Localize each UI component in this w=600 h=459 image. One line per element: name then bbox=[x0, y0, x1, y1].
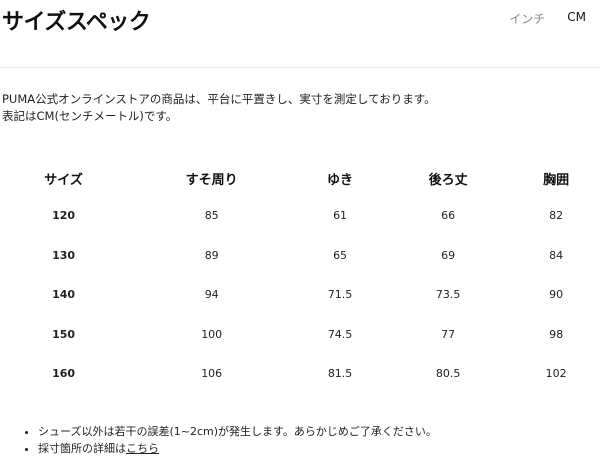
measurement-cell: 82 bbox=[549, 209, 564, 223]
size-table: サイズ すそ周り ゆき 後ろ丈 胸囲 120 85 61 66 82 130 89 65 69 84 140… bbox=[0, 160, 600, 394]
column-header: すそ周り bbox=[185, 172, 238, 188]
note-text: 採寸箇所の詳細は bbox=[38, 442, 126, 455]
measurement-cell: 102 bbox=[545, 367, 567, 381]
note-item: シューズ以外は若干の誤差(1~2cm)が発生します。あらかじめご了承ください。 bbox=[38, 423, 437, 440]
measurement-cell: 100 bbox=[201, 327, 223, 341]
size-cell: 140 bbox=[52, 288, 76, 302]
column-header: サイズ bbox=[44, 172, 83, 188]
column-header: 胸囲 bbox=[543, 172, 570, 188]
unit-toggle: インチ CM bbox=[509, 10, 586, 27]
description-line: 表記はCM(センチメートル)です。 bbox=[2, 109, 178, 123]
table-header-row: サイズ すそ周り ゆき 後ろ丈 胸囲 bbox=[0, 160, 600, 196]
measurement-cell: 84 bbox=[549, 248, 564, 262]
table-row: 120 85 61 66 82 bbox=[0, 196, 600, 236]
description: PUMA公式オンラインストアの商品は、平台に平置きし、実寸を測定しております。 … bbox=[2, 91, 436, 125]
measurement-cell: 66 bbox=[441, 209, 456, 223]
measurement-cell: 65 bbox=[333, 248, 348, 262]
divider bbox=[0, 67, 600, 68]
table-row: 130 89 65 69 84 bbox=[0, 236, 600, 276]
table-row: 140 94 71.5 73.5 90 bbox=[0, 275, 600, 315]
measurement-cell: 89 bbox=[204, 248, 219, 262]
measurement-cell: 69 bbox=[441, 248, 456, 262]
size-cell: 120 bbox=[52, 209, 76, 223]
measurement-cell: 98 bbox=[549, 327, 564, 341]
unit-inch-button[interactable]: インチ bbox=[509, 12, 546, 26]
column-header: ゆき bbox=[327, 172, 354, 188]
size-cell: 150 bbox=[52, 327, 76, 341]
measurement-cell: 71.5 bbox=[327, 288, 353, 302]
measurement-cell: 94 bbox=[204, 288, 219, 302]
column-header: 後ろ丈 bbox=[428, 172, 468, 188]
measurement-cell: 73.5 bbox=[435, 288, 461, 302]
page-title: サイズスペック bbox=[2, 10, 151, 35]
unit-cm-button[interactable]: CM bbox=[567, 10, 586, 24]
notes-list: シューズ以外は若干の誤差(1~2cm)が発生します。あらかじめご了承ください。 … bbox=[22, 423, 437, 457]
size-cell: 160 bbox=[52, 367, 76, 381]
details-link[interactable]: こちら bbox=[126, 442, 159, 455]
measurement-cell: 61 bbox=[333, 209, 348, 223]
note-item: 採寸箇所の詳細はこちら bbox=[38, 440, 437, 457]
measurement-cell: 81.5 bbox=[327, 367, 353, 381]
measurement-cell: 85 bbox=[204, 209, 219, 223]
table-row: 150 100 74.5 77 98 bbox=[0, 315, 600, 355]
measurement-cell: 74.5 bbox=[327, 327, 353, 341]
measurement-cell: 106 bbox=[201, 367, 223, 381]
measurement-cell: 90 bbox=[549, 288, 564, 302]
table-row: 160 106 81.5 80.5 102 bbox=[0, 354, 600, 394]
description-line: PUMA公式オンラインストアの商品は、平台に平置きし、実寸を測定しております。 bbox=[2, 92, 436, 106]
measurement-cell: 77 bbox=[441, 327, 456, 341]
measurement-cell: 80.5 bbox=[435, 367, 461, 381]
size-cell: 130 bbox=[52, 248, 76, 262]
